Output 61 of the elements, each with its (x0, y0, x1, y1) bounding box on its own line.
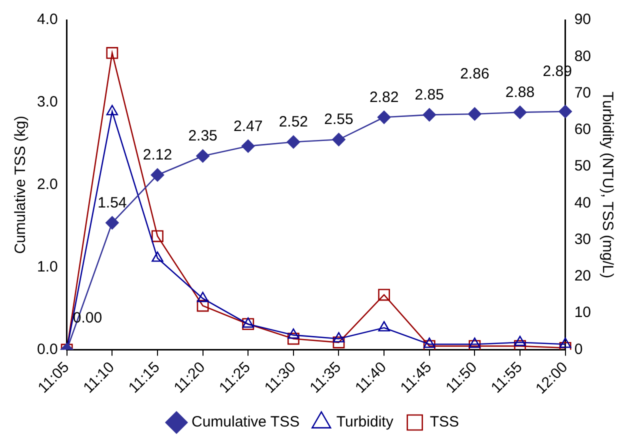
point (106, 104, 118, 116)
y-tick-label: 3.0 (36, 94, 58, 111)
point (468, 107, 482, 121)
point (196, 149, 210, 163)
legend-label: Turbidity (336, 414, 394, 431)
point (242, 318, 254, 330)
y2-tick-label: 60 (574, 121, 592, 138)
point (378, 321, 390, 332)
y2-tick-label: 0 (574, 340, 583, 358)
point (423, 340, 436, 350)
point (422, 108, 436, 122)
data-label: 2.86 (460, 66, 490, 83)
point (287, 332, 300, 345)
point (288, 328, 300, 339)
legend-label: Cumulative TSS (192, 414, 300, 431)
y2-tick-label: 30 (574, 230, 592, 248)
point (152, 230, 164, 242)
data-label: 2.82 (369, 88, 399, 106)
y2-tick-label: 50 (574, 158, 592, 175)
point (150, 168, 164, 182)
y-tick-label: 1.0 (36, 258, 58, 276)
point (242, 317, 254, 328)
point (106, 216, 119, 230)
point (468, 340, 481, 350)
y2-tick-label: 40 (574, 194, 592, 212)
point (196, 300, 209, 312)
point (332, 332, 345, 342)
point (513, 106, 527, 119)
y-tick-label: 0.0 (36, 340, 58, 358)
point (559, 338, 572, 348)
point (196, 292, 209, 302)
y2-tick-label: 10 (574, 304, 592, 322)
legend-label: TSS (430, 414, 460, 431)
data-label: 2.47 (234, 118, 263, 135)
point (332, 336, 345, 348)
point (377, 110, 391, 124)
y-tick-label: 4.0 (36, 11, 58, 28)
data-label: 2.55 (324, 111, 354, 128)
point (424, 338, 436, 348)
point (106, 47, 118, 59)
y2-tick-label: 80 (574, 48, 592, 65)
point (558, 104, 572, 118)
y-axis-title: Cumulative TSS (kg) (12, 116, 30, 254)
data-label: 2.35 (188, 128, 218, 145)
data-label: 2.85 (414, 86, 444, 104)
data-label: 2.52 (278, 114, 308, 131)
y2-tick-label: 70 (574, 84, 592, 102)
y2-tick-label: 90 (574, 11, 592, 28)
point (286, 135, 300, 149)
y-tick-label: 2.0 (36, 176, 58, 194)
point (468, 338, 481, 348)
point (332, 132, 346, 146)
point (152, 251, 164, 262)
point (514, 336, 526, 346)
data-label: 2.12 (142, 146, 172, 164)
point (378, 288, 390, 301)
data-label: 2.88 (505, 84, 535, 101)
y2-tick-label: 20 (574, 268, 592, 285)
data-label: 1.54 (98, 194, 127, 212)
y2-axis-title: Turbidity (NTU), TSS (mg/L) (598, 92, 616, 278)
point (241, 139, 255, 153)
